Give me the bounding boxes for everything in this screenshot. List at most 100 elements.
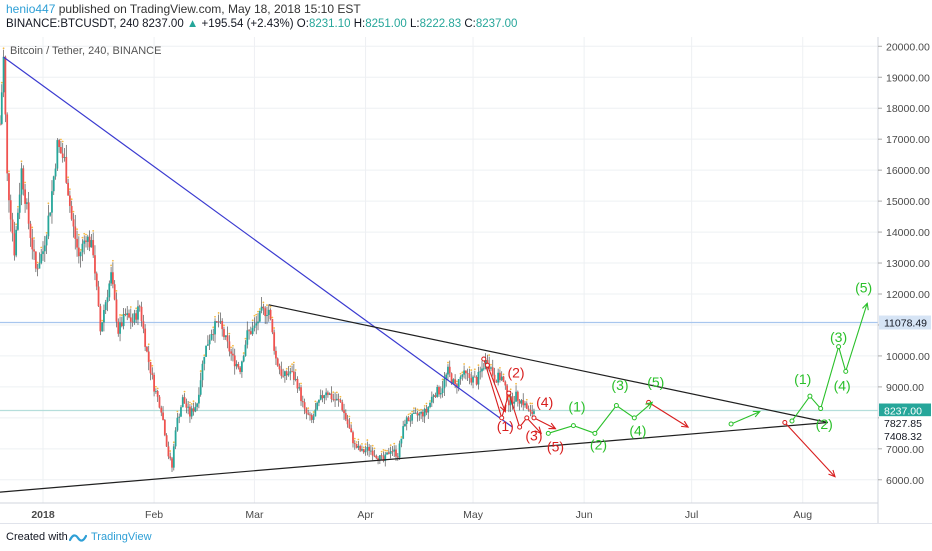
indicator-dot [294, 369, 297, 371]
wave-vertex [789, 418, 795, 424]
candle-body [339, 399, 342, 403]
candle-body [416, 412, 419, 416]
y-tick-label: 13000.00 [886, 258, 930, 270]
indicator-dot [81, 236, 84, 239]
indicator-dot [312, 411, 315, 413]
candle-body [348, 424, 351, 429]
candle-body [441, 388, 444, 394]
candle-body [321, 395, 324, 399]
candle-body [310, 414, 313, 420]
indicator-dot [420, 408, 422, 411]
candle-body [316, 402, 319, 410]
indicator-dot [212, 326, 215, 329]
candle-body [94, 255, 96, 274]
username-link[interactable]: henio447 [6, 2, 56, 16]
wave-label: (2) [590, 437, 607, 453]
candle-body [352, 432, 354, 444]
candle-body [373, 455, 376, 457]
candle-body [509, 396, 512, 406]
indicator-dot [0, 81, 3, 84]
wave-label: (5) [647, 374, 664, 390]
candle-body [76, 238, 78, 248]
indicator-dot [382, 448, 385, 451]
wave-label: (1) [794, 371, 811, 387]
candle-body [497, 372, 500, 383]
candle-body [22, 168, 25, 190]
candle-body [246, 330, 249, 345]
candle-body [115, 299, 118, 322]
wave-path [784, 422, 836, 478]
candle-body [248, 330, 250, 332]
candle-body [163, 419, 166, 436]
indicator-dot [348, 415, 351, 418]
y-tick-label: 9000.00 [886, 382, 924, 394]
indicator-dot [456, 380, 458, 383]
candle-body [251, 327, 254, 335]
published-text: published on TradingView.com, May 18, 20… [58, 2, 361, 16]
indicator-dot [60, 138, 62, 141]
candle-body [490, 367, 492, 369]
indicator-dot [416, 408, 419, 411]
indicator-dot [447, 361, 449, 364]
candle-body [43, 245, 46, 252]
price-chart[interactable]: (1) (2) (3) (4) (5) (1) (2) (3) (4) (5) (1) (2) (3) (… [0, 37, 932, 523]
indicator-dot [101, 319, 104, 322]
candle-body [395, 449, 397, 457]
candle-body [92, 240, 95, 256]
indicator-dot [350, 421, 353, 424]
indicator-dot [151, 364, 154, 367]
candle-body [63, 157, 66, 158]
candle-body [368, 446, 371, 451]
indicator-dot [192, 400, 195, 403]
low-label: L: [410, 18, 420, 30]
candle-body [131, 321, 134, 323]
candle-body [194, 406, 197, 412]
candle-body [104, 302, 107, 311]
candle-body [495, 381, 498, 383]
up-arrow-icon: ▲ [186, 18, 199, 30]
indicator-dot [33, 237, 35, 239]
indicator-dot [292, 361, 295, 364]
chart-area[interactable]: (1) (2) (3) (4) (5) (1) (2) (3) (4) (5) (1) (2) (3) (… [0, 37, 932, 523]
candle-body [309, 414, 311, 416]
candle-body [9, 200, 12, 220]
wave-path [730, 411, 760, 425]
wave-vertex [531, 415, 537, 421]
candle-body [454, 379, 457, 385]
candle-body [291, 371, 293, 373]
candle-body [17, 212, 19, 230]
candle-body [258, 310, 261, 322]
indicator-dot [115, 289, 118, 292]
wave-label: (2) [816, 416, 833, 432]
candle-body [169, 456, 172, 459]
indicator-dot [253, 314, 256, 317]
candle-body [212, 334, 215, 335]
candle-body [504, 381, 507, 386]
indicator-dot [20, 160, 23, 163]
candle-body [190, 408, 193, 417]
candle-body [97, 286, 100, 307]
indicator-dot [2, 47, 5, 50]
trendline [3, 56, 513, 428]
indicator-dot [15, 223, 18, 226]
candle-body [287, 373, 290, 376]
candle-body [461, 374, 464, 377]
candle-body [500, 376, 503, 381]
candle-body [153, 374, 155, 392]
candle-body [86, 236, 89, 242]
candle-body [332, 399, 335, 400]
candle-body [101, 322, 104, 332]
candle-body [120, 322, 123, 327]
candle-body [468, 373, 471, 379]
price-change: +195.54 (+2.43%) [201, 18, 294, 30]
wave-vertex [484, 362, 490, 368]
candle-body [11, 219, 14, 234]
indicator-dot [214, 315, 216, 318]
candle-body [223, 329, 225, 338]
indicator-dot [499, 366, 501, 369]
candle-body [420, 411, 422, 414]
wave-arrowhead [752, 410, 761, 418]
wave-vertex [570, 423, 576, 429]
tradingview-link[interactable]: TradingView [91, 531, 152, 543]
candle-body [337, 398, 340, 400]
